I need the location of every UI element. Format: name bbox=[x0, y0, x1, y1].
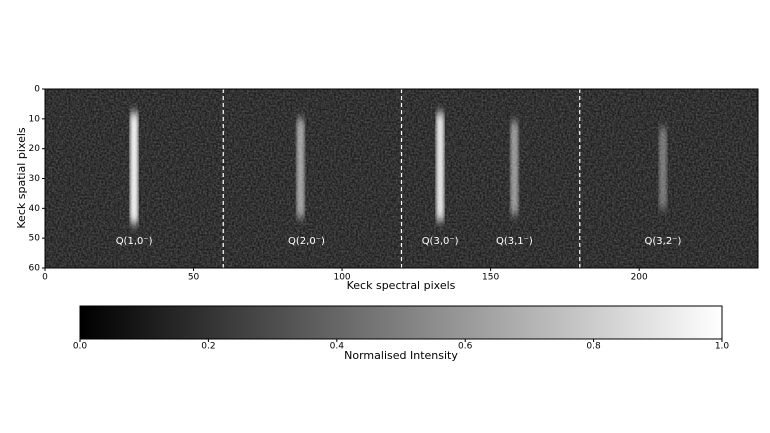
annotation: Q(3,1⁻) bbox=[496, 236, 533, 247]
colorbar-label: Normalised Intensity bbox=[344, 349, 458, 362]
x-tick-label: 100 bbox=[333, 273, 350, 283]
emission-line bbox=[658, 127, 667, 209]
colorbar-tick-label: 0.8 bbox=[586, 342, 601, 352]
y-tick-label: 0 bbox=[34, 85, 40, 95]
emission-line bbox=[130, 112, 139, 224]
emission-line bbox=[436, 112, 445, 221]
y-tick-label: 50 bbox=[29, 234, 41, 244]
colorbar bbox=[79, 305, 723, 340]
y-tick-label: 60 bbox=[29, 264, 41, 274]
x-tick-label: 150 bbox=[482, 273, 499, 283]
y-tick-label: 10 bbox=[29, 114, 41, 124]
emission-line bbox=[510, 121, 519, 215]
colorbar-tick-label: 0.0 bbox=[73, 342, 88, 352]
annotation: Q(1,0⁻) bbox=[116, 236, 153, 247]
x-axis-label: Keck spectral pixels bbox=[347, 279, 456, 292]
colorbar-tick-label: 0.6 bbox=[458, 342, 473, 352]
annotation: Q(3,0⁻) bbox=[422, 236, 459, 247]
emission-line bbox=[296, 118, 305, 218]
colorbar-tick-label: 0.2 bbox=[201, 342, 215, 352]
colorbar-tick-label: 0.4 bbox=[330, 342, 345, 352]
x-tick-label: 50 bbox=[188, 273, 200, 283]
y-tick-label: 20 bbox=[29, 144, 41, 154]
colorbar-tick-label: 1.0 bbox=[715, 342, 730, 352]
x-tick-label: 200 bbox=[631, 273, 648, 283]
y-axis-label: Keck spatial pixels bbox=[15, 127, 28, 228]
y-tick-label: 40 bbox=[29, 204, 41, 214]
y-tick-label: 30 bbox=[29, 174, 41, 184]
annotation: Q(2,0⁻) bbox=[288, 236, 325, 247]
annotation: Q(3,2⁻) bbox=[645, 236, 682, 247]
x-tick-label: 0 bbox=[42, 273, 48, 283]
